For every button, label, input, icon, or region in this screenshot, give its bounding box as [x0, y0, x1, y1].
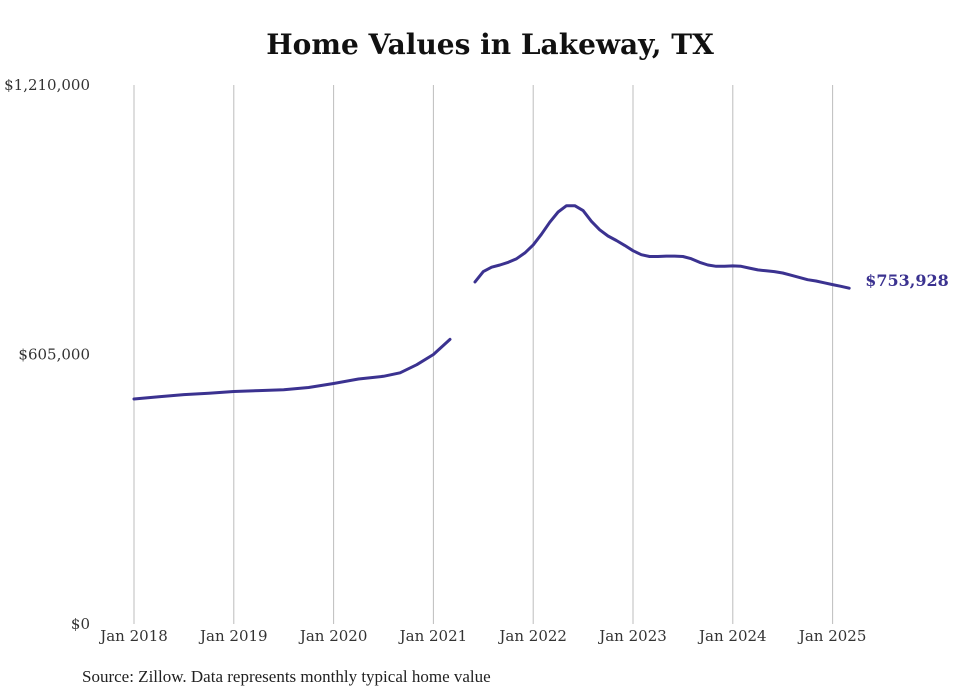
x-tick-label: Jan 2020 [298, 627, 368, 645]
series-line-segment [473, 204, 851, 290]
x-tick-label: Jan 2021 [398, 627, 468, 645]
series-line-segment [132, 337, 452, 401]
y-tick-label: $605,000 [18, 346, 90, 364]
x-tick-label: Jan 2024 [697, 627, 767, 645]
x-tick-label: Jan 2019 [198, 627, 268, 645]
y-tick-label: $0 [71, 615, 90, 633]
end-value-label: $753,928 [865, 271, 949, 290]
y-tick-label: $1,210,000 [4, 76, 90, 94]
x-tick-label: Jan 2023 [597, 627, 667, 645]
x-tick-label: Jan 2018 [98, 627, 168, 645]
x-tick-label: Jan 2022 [497, 627, 567, 645]
source-note: Source: Zillow. Data represents monthly … [82, 667, 491, 686]
x-tick-label: Jan 2025 [797, 627, 867, 645]
chart-title: Home Values in Lakeway, TX [266, 28, 714, 61]
